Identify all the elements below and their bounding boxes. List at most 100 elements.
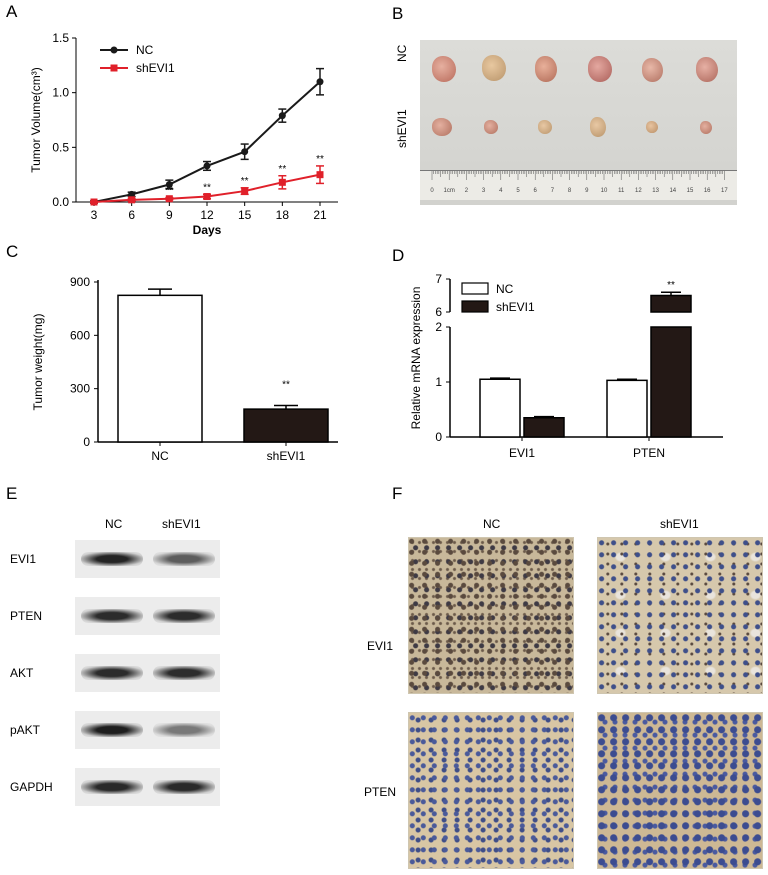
bar-shEVI1: [243, 408, 329, 443]
legend-swatch-shEVI1: [461, 300, 489, 313]
ruler-label: 14: [669, 188, 676, 194]
ihc-image-nc-evi1: [408, 537, 574, 694]
blot-band-evi1-nc: [81, 552, 143, 566]
ihc-image-shevi1-evi1: [597, 537, 763, 694]
blot-label-pten: PTEN: [10, 609, 43, 623]
ihc-image-nc-pten: [408, 712, 574, 869]
ihc-column-nc: NC: [483, 517, 501, 531]
tumor-sh-2: [484, 120, 498, 134]
tumor-sh-5: [646, 121, 658, 133]
ruler-label: 15: [687, 188, 694, 194]
tumor-sh-1: [432, 118, 452, 136]
significance-mark: **: [282, 380, 290, 391]
data-point-NC: [316, 78, 324, 86]
y-axis-label: Relative mRNA expression: [409, 287, 423, 430]
bar-NC-EVI1: [479, 378, 521, 438]
panel-letter-d: D: [392, 246, 405, 265]
ruler-label: 6: [534, 188, 538, 194]
ruler-label: 5: [516, 188, 520, 194]
data-point-shEVI1: [128, 196, 136, 204]
blot-row-gapdh: GAPDH: [0, 768, 380, 808]
bar-NC: [117, 294, 203, 443]
ihc-row-pten: PTEN: [364, 785, 397, 799]
blot-band-akt-nc: [81, 666, 143, 680]
y-tick-label: 600: [70, 328, 90, 342]
bar-shEVI1-PTEN-upper: [650, 294, 692, 313]
x-tick-label: 9: [166, 208, 173, 222]
data-point-shEVI1: [316, 171, 324, 179]
ruler-label: 4: [499, 188, 503, 194]
data-point-shEVI1: [241, 187, 249, 195]
tumor-nc-1: [432, 56, 456, 82]
blot-label-pakt: pAKT: [10, 723, 41, 737]
y-tick-label: 0.5: [52, 140, 69, 154]
x-tick-label: 15: [238, 208, 252, 222]
blot-column-shevi1: shEVI1: [162, 517, 201, 531]
ruler-label: 10: [601, 188, 608, 194]
legend-label: NC: [136, 43, 154, 57]
blot-band-pten-nc: [81, 609, 143, 623]
ruler-label: 11: [618, 188, 625, 194]
y-tick-label: 1.5: [52, 31, 69, 45]
ruler-label: 13: [652, 188, 659, 194]
blot-band-pakt-nc: [81, 723, 143, 737]
bar-NC-PTEN: [606, 379, 648, 438]
x-axis-label: Days: [193, 223, 222, 237]
significance-mark: **: [165, 186, 173, 197]
blot-row-pakt: pAKT: [0, 711, 380, 751]
data-point-shEVI1: [278, 178, 286, 186]
panel-letter-b: B: [392, 4, 404, 23]
tumor-sh-3: [538, 120, 552, 134]
ruler-label: 8: [568, 188, 572, 194]
tumor-weight-bar-chart: 0 300 600 900 Tumor weight(mg) NC shEVI1 **: [31, 275, 338, 463]
blot-strip-akt: [75, 654, 220, 692]
significance-mark: **: [667, 280, 675, 291]
blot-row-pten: PTEN: [0, 597, 380, 637]
y-tick-label: 0.0: [52, 195, 69, 209]
tumor-nc-2: [482, 55, 506, 81]
ruler-label: 1cm: [444, 188, 455, 194]
blot-strip-pten: [75, 597, 220, 635]
y-tick-label: 0: [435, 430, 442, 444]
ruler-label: 7: [551, 188, 555, 194]
tumor-photo-panel: NC shEVI1 0 1cm 2 3 4 5 6 7 8 9 10 11 12 13 14 15 16 17: [395, 30, 755, 210]
legend-label: shEVI1: [136, 61, 175, 75]
blot-band-akt-shevi1: [153, 666, 215, 680]
bar-shEVI1-PTEN-lower: [650, 326, 692, 438]
tumor-volume-line-chart: 0.0 0.5 1.0 1.5 3 6 9 12 15 18 21 Days Tumor Volume(…: [29, 31, 338, 237]
ihc-panel: NC shEVI1 EVI1 PTEN: [360, 505, 768, 875]
x-tick-label: shEVI1: [267, 449, 306, 463]
panel-letter-c: C: [6, 242, 19, 261]
blot-band-pten-shevi1: [153, 609, 215, 623]
data-point-shEVI1: [165, 195, 173, 203]
x-tick-label: 3: [91, 208, 98, 222]
x-tick-label: 12: [200, 208, 214, 222]
blot-strip-gapdh: [75, 768, 220, 806]
row-label-shevi1: shEVI1: [395, 109, 409, 148]
bar-shEVI1-EVI1: [523, 417, 565, 438]
tumor-photo: 0 1cm 2 3 4 5 6 7 8 9 10 11 12 13 14 15 16 17: [420, 40, 737, 205]
ruler-label: 12: [635, 188, 642, 194]
blot-band-gapdh-shevi1: [153, 780, 215, 794]
tumor-sh-4: [590, 117, 606, 137]
y-tick-label: 2: [435, 320, 442, 334]
significance-mark: **: [203, 182, 211, 193]
blot-row-akt: AKT: [0, 654, 380, 694]
blot-strip-evi1: [75, 540, 220, 578]
legend-swatch-NC: [461, 282, 489, 295]
x-tick-label: 21: [313, 208, 327, 222]
panel-letter-a: A: [6, 2, 18, 21]
ihc-row-evi1: EVI1: [367, 639, 394, 653]
legend-label: NC: [496, 282, 514, 296]
x-tick-label: EVI1: [509, 446, 535, 460]
significance-mark: **: [278, 164, 286, 175]
ruler-label: 16: [704, 188, 711, 194]
tumor-nc-5: [642, 58, 663, 82]
significance-mark: **: [241, 176, 249, 187]
blot-label-gapdh: GAPDH: [10, 780, 53, 794]
y-tick-label: 300: [70, 382, 90, 396]
x-tick-label: 18: [276, 208, 290, 222]
significance-mark: **: [316, 154, 324, 165]
y-tick-label: 6: [435, 305, 442, 319]
y-axis-label: Tumor Volume(cm³): [29, 67, 43, 173]
